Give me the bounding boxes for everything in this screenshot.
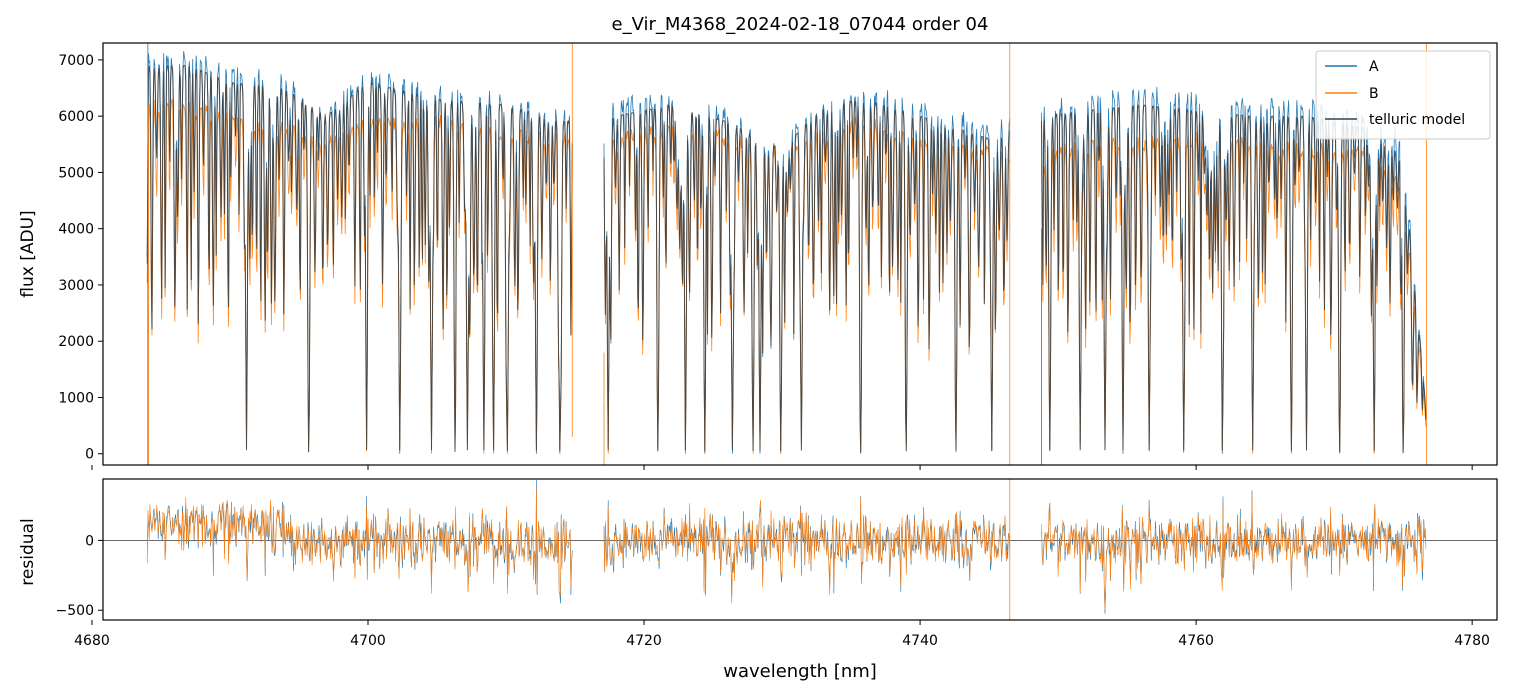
flux-y-tick-label: 0 — [85, 447, 94, 463]
chart-title: e_Vir_M4368_2024-02-18_07044 order 04 — [612, 14, 989, 35]
legend-label-a: A — [1369, 59, 1379, 75]
residual-y-tick-label: 0 — [85, 533, 94, 549]
legend-label-telluric: telluric model — [1369, 112, 1465, 128]
x-tick-label: 4680 — [74, 633, 110, 649]
residual-axes-frame — [102, 478, 1498, 621]
x-tick-label: 4760 — [1178, 633, 1214, 649]
residual-series-group — [103, 479, 1497, 620]
flux-y-tick-label: 4000 — [58, 222, 94, 238]
flux-y-tick-label: 6000 — [58, 109, 94, 125]
legend-box — [1315, 50, 1491, 140]
flux-axes-frame — [102, 42, 1498, 466]
flux-y-tick-label: 5000 — [58, 165, 94, 181]
flux-series-group — [146, 43, 1428, 465]
x-tick-label: 4720 — [626, 633, 662, 649]
residual-y-label: residual — [18, 518, 38, 585]
flux-y-tick-label: 3000 — [58, 278, 94, 294]
x-tick-label: 4780 — [1454, 633, 1490, 649]
residual-y-ticks: −500 0 — [56, 533, 103, 619]
x-tick-label: 4740 — [902, 633, 938, 649]
flux-x-ticks — [91, 465, 1473, 470]
flux-panel: 0 1000 2000 3000 4000 5000 6000 7000 flux [ADU] — [18, 42, 1498, 470]
residual-series-b — [146, 487, 1427, 611]
flux-y-label: flux [ADU] — [18, 210, 38, 297]
residual-x-ticks: 4680 4700 4720 4740 4760 4780 — [74, 620, 1490, 649]
residual-panel: −500 0 4680 4700 4720 4740 4760 4780 residual — [18, 478, 1498, 649]
legend: A B telluric model — [1315, 50, 1491, 140]
residual-y-tick-label: −500 — [56, 603, 94, 619]
flux-y-ticks: 0 1000 2000 3000 4000 5000 6000 7000 — [58, 53, 103, 463]
legend-label-b: B — [1369, 86, 1379, 102]
flux-y-tick-label: 2000 — [58, 334, 94, 350]
x-axis-label: wavelength [nm] — [723, 661, 877, 682]
flux-y-tick-label: 7000 — [58, 53, 94, 69]
x-tick-label: 4700 — [350, 633, 386, 649]
flux-y-tick-label: 1000 — [58, 390, 94, 406]
